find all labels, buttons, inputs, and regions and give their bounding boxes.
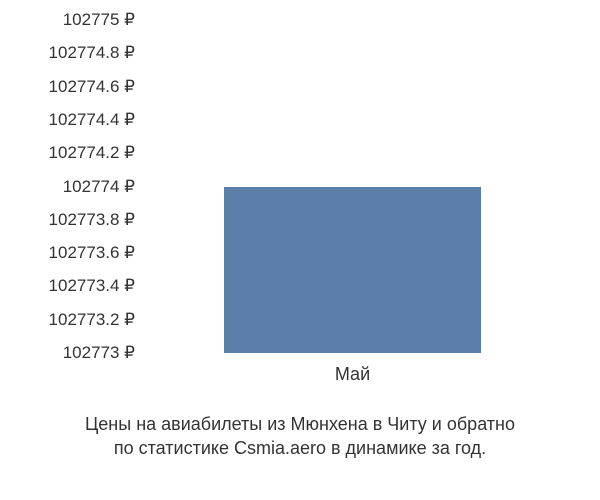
caption-line-2: по статистике Csmia.aero в динамике за г… <box>114 438 486 458</box>
y-tick-label: 102774.4 ₽ <box>49 110 135 130</box>
y-tick-label: 102773.8 ₽ <box>49 210 135 230</box>
y-tick-label: 102774.6 ₽ <box>49 77 135 97</box>
plot-area <box>145 20 560 353</box>
y-tick-label: 102773.2 ₽ <box>49 310 135 330</box>
y-tick-label: 102773.4 ₽ <box>49 276 135 296</box>
y-tick-label: 102774 ₽ <box>63 177 135 197</box>
y-tick-label: 102773 ₽ <box>63 343 135 363</box>
chart-caption: Цены на авиабилеты из Мюнхена в Читу и о… <box>0 412 600 461</box>
y-tick-label: 102773.6 ₽ <box>49 243 135 263</box>
bar <box>224 187 481 354</box>
y-tick-label: 102774.2 ₽ <box>49 143 135 163</box>
y-tick-label: 102775 ₽ <box>63 10 135 30</box>
y-tick-label: 102774.8 ₽ <box>49 43 135 63</box>
chart-area: 102775 ₽102774.8 ₽102774.6 ₽102774.4 ₽10… <box>0 20 570 380</box>
caption-line-1: Цены на авиабилеты из Мюнхена в Читу и о… <box>85 414 515 434</box>
x-tick-label: Май <box>145 364 560 385</box>
y-axis: 102775 ₽102774.8 ₽102774.6 ₽102774.4 ₽10… <box>0 20 135 380</box>
